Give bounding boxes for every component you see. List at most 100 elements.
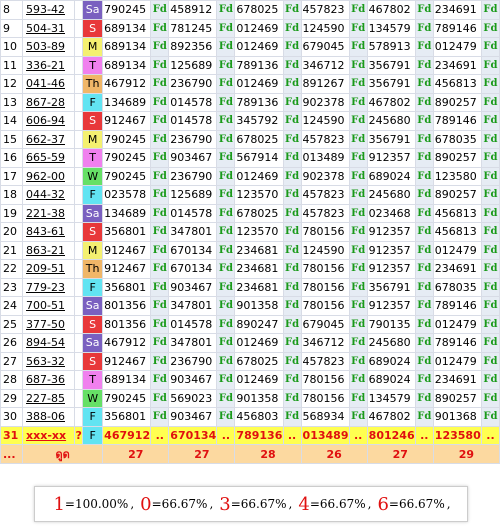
row: 14 606-94 S 912467 Fd 014578 Fd 345792 Fd 124590 F… bbox=[0, 111, 500, 131]
number: 890247 bbox=[234, 314, 284, 334]
code: 044-32 bbox=[22, 185, 76, 205]
number: 689024 bbox=[366, 370, 416, 390]
count: 27 bbox=[366, 444, 434, 464]
fd-label: Fd bbox=[480, 296, 500, 316]
fd-label: Fd bbox=[216, 222, 236, 242]
digit: 6 bbox=[377, 493, 389, 515]
number: 236790 bbox=[168, 351, 218, 371]
day: 24 bbox=[0, 296, 24, 316]
fd-label: Fd bbox=[348, 333, 368, 353]
number: 789146 bbox=[432, 333, 482, 353]
digit: 1 bbox=[53, 493, 65, 515]
percent: =100.00% bbox=[64, 497, 129, 511]
fd-label: Fd bbox=[348, 240, 368, 260]
fd-label: Fd bbox=[282, 333, 302, 353]
number: 902378 bbox=[300, 166, 350, 186]
spacer bbox=[74, 296, 84, 316]
day: 23 bbox=[0, 277, 24, 297]
count: 29 bbox=[432, 444, 500, 464]
number: 467912 bbox=[102, 74, 152, 94]
fd-label: Fd bbox=[282, 111, 302, 131]
spacer bbox=[74, 185, 84, 205]
number: 014578 bbox=[168, 92, 218, 112]
fd-label: Fd bbox=[216, 74, 236, 94]
row: 27 563-32 S 912467 Fd 236790 Fd 678025 Fd 457823 F… bbox=[0, 351, 500, 371]
number: 467802 bbox=[366, 92, 416, 112]
weekday: Th bbox=[82, 74, 104, 94]
code: 209-51 bbox=[22, 259, 76, 279]
spacer bbox=[74, 240, 84, 260]
spacer bbox=[74, 277, 84, 297]
number: 134689 bbox=[102, 92, 152, 112]
number: 245680 bbox=[366, 111, 416, 131]
number: 467912 bbox=[102, 333, 152, 353]
row: 17 962-00 W 790245 Fd 236790 Fd 012469 Fd 902378 F… bbox=[0, 166, 500, 186]
code: 687-36 bbox=[22, 370, 76, 390]
spacer bbox=[74, 222, 84, 242]
fd-label: Fd bbox=[414, 314, 434, 334]
code: 377-50 bbox=[22, 314, 76, 334]
number: 789146 bbox=[432, 296, 482, 316]
fd-label: Fd bbox=[216, 18, 236, 38]
percent: =66.67% bbox=[230, 497, 287, 511]
fd-label: Fd bbox=[348, 259, 368, 279]
fd-label: Fd bbox=[150, 0, 170, 20]
spacer bbox=[74, 407, 84, 427]
fd-label: Fd bbox=[414, 37, 434, 57]
fd-label: Fd bbox=[480, 333, 500, 353]
fd-label: Fd bbox=[150, 55, 170, 75]
fd-label: Fd bbox=[282, 55, 302, 75]
day: 29 bbox=[0, 388, 24, 408]
fd-label: Fd bbox=[216, 92, 236, 112]
fd-label: Fd bbox=[414, 277, 434, 297]
fd-label: Fd bbox=[348, 148, 368, 168]
weekday: F bbox=[82, 185, 104, 205]
weekday: S bbox=[82, 314, 104, 334]
number: 123570 bbox=[234, 185, 284, 205]
number: 467802 bbox=[366, 407, 416, 427]
separator: , bbox=[367, 497, 372, 511]
day: 22 bbox=[0, 259, 24, 279]
row: 25 377-50 S 801356 Fd 014578 Fd 890247 Fd 679045 F… bbox=[0, 314, 500, 334]
number: 456813 bbox=[432, 203, 482, 223]
code: 221-38 bbox=[22, 203, 76, 223]
number: 569023 bbox=[168, 388, 218, 408]
fd-label: Fd bbox=[414, 407, 434, 427]
fd-label: Fd bbox=[216, 296, 236, 316]
fd-label: Fd bbox=[150, 333, 170, 353]
spacer bbox=[74, 111, 84, 131]
day: 30 bbox=[0, 407, 24, 427]
number: 356791 bbox=[366, 277, 416, 297]
day: 9 bbox=[0, 18, 24, 38]
number: 467802 bbox=[366, 0, 416, 20]
count: 27 bbox=[168, 444, 236, 464]
fd-label: Fd bbox=[480, 111, 500, 131]
number: 456813 bbox=[432, 222, 482, 242]
fd-label: Fd bbox=[480, 240, 500, 260]
number: 234681 bbox=[234, 277, 284, 297]
fd-label: Fd bbox=[150, 37, 170, 57]
spacer bbox=[74, 166, 84, 186]
fd-label: Fd bbox=[216, 314, 236, 334]
number: 012469 bbox=[234, 18, 284, 38]
number: 670134 bbox=[168, 425, 218, 445]
fd-label: Fd bbox=[282, 222, 302, 242]
spacer bbox=[74, 314, 84, 334]
spacer bbox=[74, 55, 84, 75]
number: 356801 bbox=[102, 222, 152, 242]
spacer bbox=[74, 0, 84, 20]
number: 903467 bbox=[168, 148, 218, 168]
fd-label: Fd bbox=[282, 388, 302, 408]
number: 902378 bbox=[300, 92, 350, 112]
fd-label: Fd bbox=[414, 92, 434, 112]
weekday: M bbox=[82, 240, 104, 260]
number: 912357 bbox=[366, 148, 416, 168]
fd-label: Fd bbox=[282, 259, 302, 279]
fd-label: Fd bbox=[150, 203, 170, 223]
weekday: W bbox=[82, 166, 104, 186]
weekday: F bbox=[82, 277, 104, 297]
weekday: Sa bbox=[82, 203, 104, 223]
number: 689134 bbox=[102, 18, 152, 38]
fd-label: Fd bbox=[480, 55, 500, 75]
code: 336-21 bbox=[22, 55, 76, 75]
